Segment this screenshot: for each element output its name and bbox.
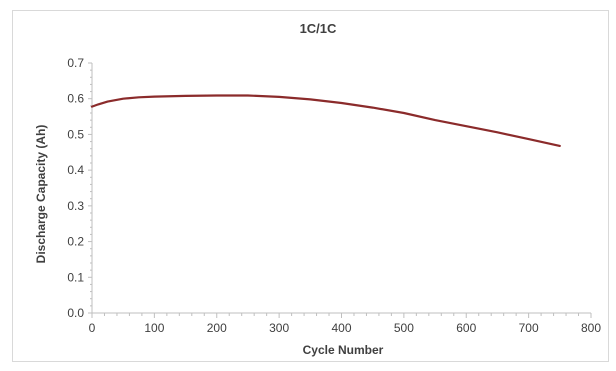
chart-svg: 1C/1C 0.0 0.1 0.2 0.3 0.4 0.5 0.6 0.7 0 100 200 30…: [34, 21, 601, 357]
series-layer: [90, 94, 561, 147]
chart-frame: 1C/1C 0.0 0.1 0.2 0.3 0.4 0.5 0.6 0.7 0 100 200 30…: [12, 10, 609, 362]
y-axis-ticks: 0.0 0.1 0.2 0.3 0.4 0.5 0.6 0.7: [67, 56, 92, 320]
x-tick-label: 400: [331, 321, 351, 335]
y-axis-label: Discharge Capacity (Ah): [34, 125, 48, 264]
y-tick-label: 0.4: [67, 163, 84, 177]
chart-title: 1C/1C: [300, 21, 337, 36]
x-tick-label: 800: [581, 321, 601, 335]
y-tick-label: 0.0: [67, 306, 84, 320]
series-line: [90, 94, 561, 147]
x-tick-label: 100: [144, 321, 164, 335]
x-tick-label: 0: [89, 321, 96, 335]
x-tick-label: 300: [269, 321, 289, 335]
y-tick-label: 0.3: [67, 199, 84, 213]
y-tick-label: 0.5: [67, 127, 84, 141]
x-tick-label: 700: [519, 321, 539, 335]
x-axis-ticks: 0 100 200 300 400 500 600 700 800: [89, 313, 601, 335]
y-tick-label: 0.2: [67, 235, 84, 249]
x-tick-label: 600: [456, 321, 476, 335]
y-tick-label: 0.6: [67, 92, 84, 106]
x-tick-label: 500: [394, 321, 414, 335]
x-axis-label: Cycle Number: [303, 343, 384, 357]
y-tick-label: 0.1: [67, 270, 84, 284]
y-tick-label: 0.7: [67, 56, 84, 70]
x-tick-label: 200: [207, 321, 227, 335]
